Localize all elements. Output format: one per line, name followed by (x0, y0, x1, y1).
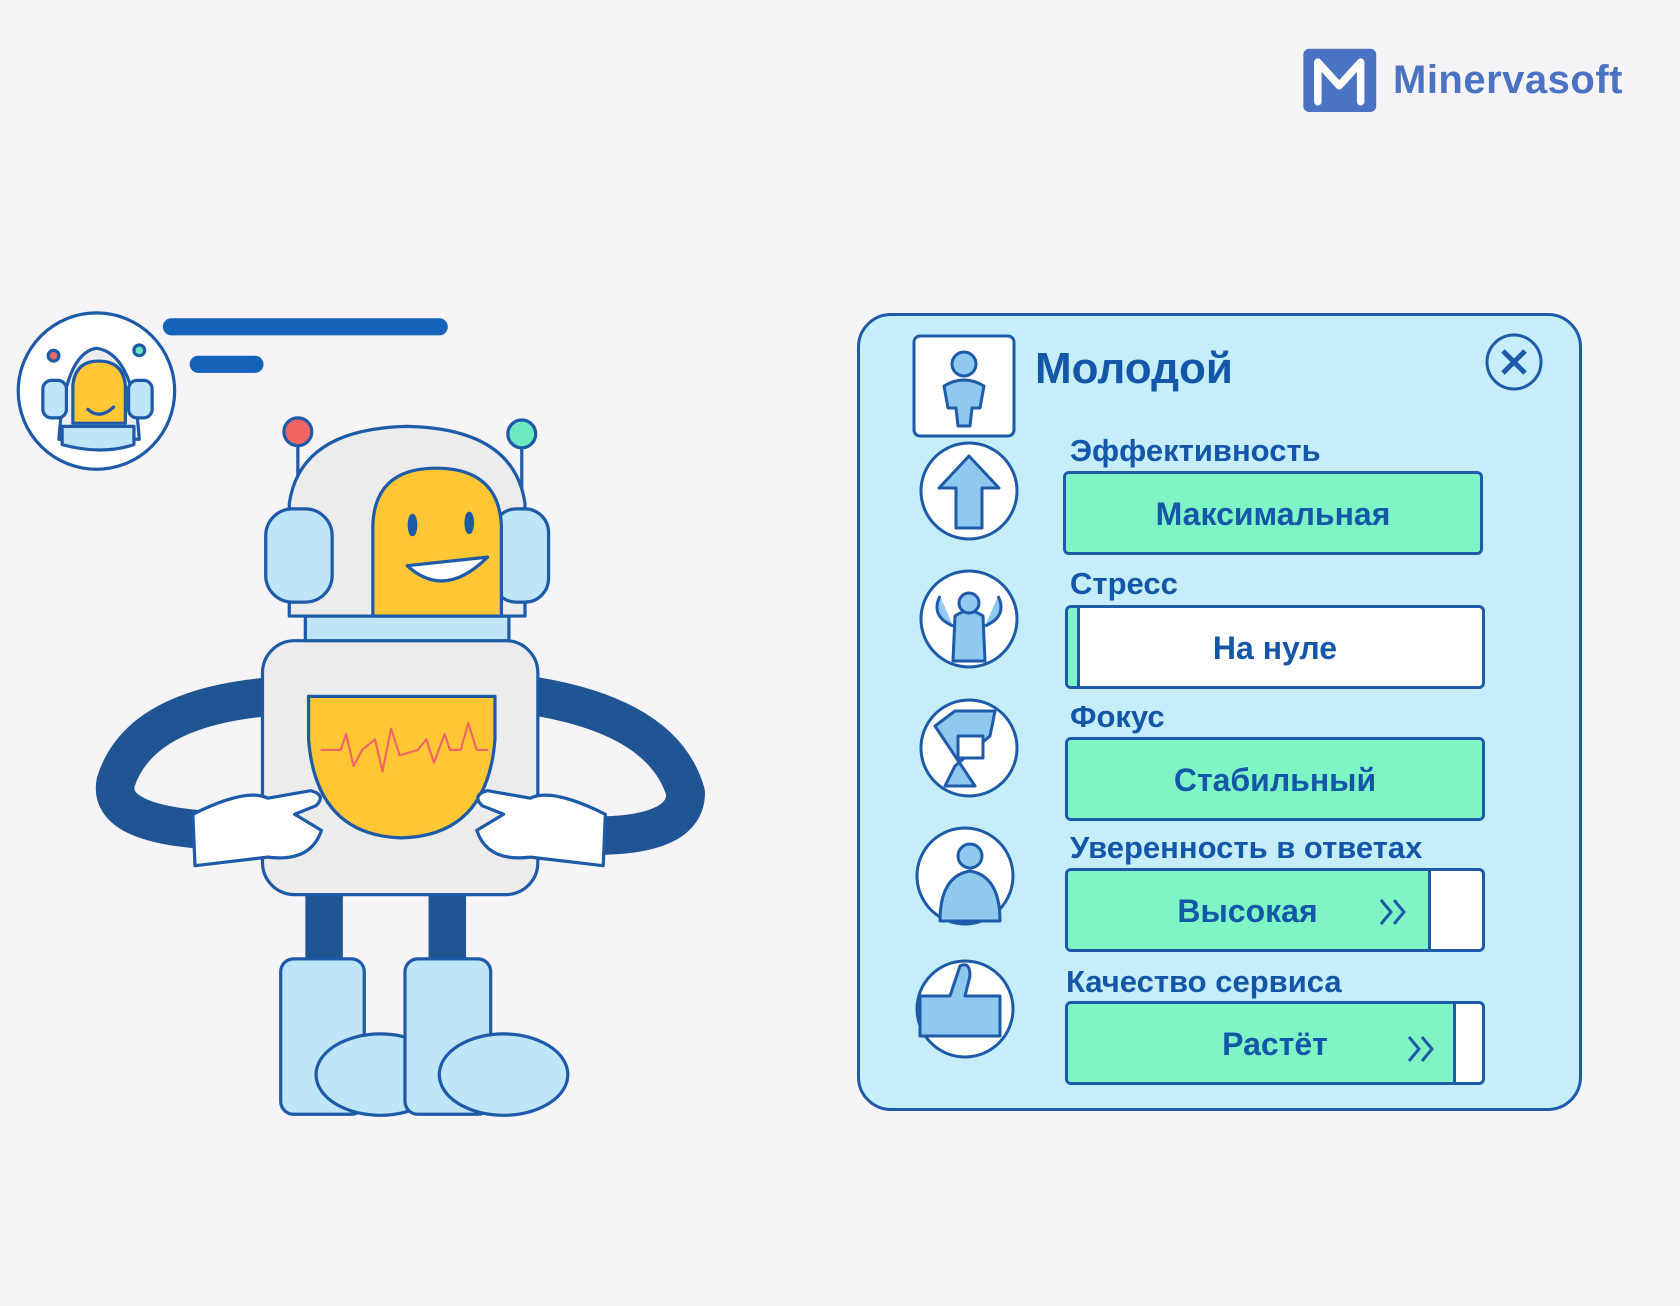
stat-value: На нуле (1212, 630, 1338, 666)
stat-bar: Стабильный (1065, 737, 1485, 821)
panel-title: Молодой (1035, 344, 1233, 393)
stats-panel: Молодой Эффективность Максимальная Стрес… (857, 313, 1582, 1111)
bar-fill (1066, 474, 1480, 552)
profile-figure (942, 350, 986, 428)
stat-bar: Высокая (1065, 868, 1485, 952)
bar-fill (1068, 871, 1431, 949)
bar-fill (1068, 608, 1080, 686)
chevrons (1379, 899, 1406, 925)
stat-value: Высокая (1177, 893, 1318, 929)
logo-icon (1303, 48, 1377, 112)
avatar (16, 311, 177, 471)
stat-value: Максимальная (1155, 496, 1391, 532)
stat-label: Эффективность (1070, 433, 1321, 468)
stat-bar: Растёт (1065, 1001, 1485, 1085)
robot (95, 416, 705, 1117)
bar-fill (1068, 1004, 1456, 1082)
chevrons (1407, 1036, 1434, 1062)
brand-name: Minervasoft (1393, 58, 1623, 102)
stat-bar: На нуле (1065, 605, 1485, 689)
stat-label: Уверенность в ответах (1070, 830, 1423, 865)
stat-label: Стресс (1070, 566, 1178, 601)
stat-value: Растёт (1222, 1026, 1328, 1062)
stat-value: Стабильный (1173, 762, 1377, 798)
bar-fill (1068, 740, 1482, 818)
panel-icons (912, 333, 1543, 1059)
stat-bar: Максимальная (1063, 471, 1483, 555)
stat-label: Фокус (1070, 699, 1165, 734)
stat-label: Качество сервиса (1066, 964, 1342, 999)
